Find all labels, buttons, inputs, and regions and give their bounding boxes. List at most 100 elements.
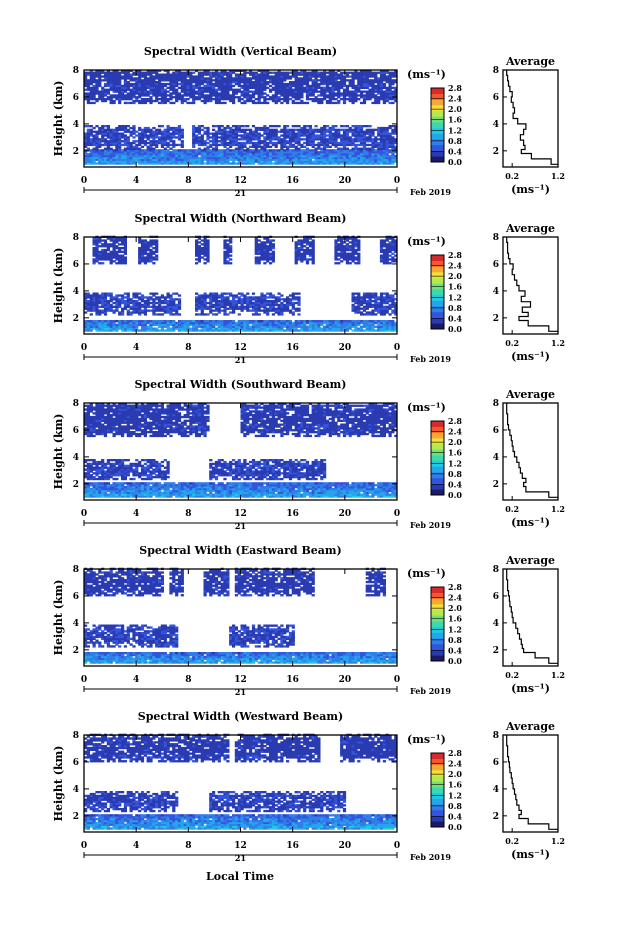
heatmap-cell — [368, 156, 372, 160]
heatmap-cells — [84, 235, 398, 332]
heatmap-cell — [297, 132, 301, 135]
heatmap-cell — [214, 96, 219, 99]
heatmap-cell — [325, 125, 330, 128]
heatmap-cell — [106, 130, 110, 133]
heatmap-cell — [283, 132, 287, 135]
heatmap-cell — [277, 296, 281, 299]
heatmap-cell — [149, 141, 153, 145]
heatmap-cell — [155, 313, 159, 316]
heatmap-cell — [331, 98, 335, 101]
heatmap-cell — [214, 151, 219, 154]
heatmap-cell — [314, 98, 318, 101]
heatmap-cell — [189, 162, 193, 165]
heatmap-cell — [254, 147, 258, 150]
heatmap-cell — [391, 86, 395, 89]
heatmap-cell — [308, 136, 312, 139]
heatmap-cell — [365, 94, 369, 97]
heatmap-cell — [308, 94, 312, 97]
heatmap-cell — [143, 151, 147, 154]
heatmap-cell — [197, 128, 201, 131]
heatmap-cell — [206, 132, 210, 135]
heatmap-cell — [180, 149, 184, 152]
heatmap-cell — [155, 128, 159, 131]
heatmap-cell — [92, 149, 96, 152]
heatmap-cell — [220, 92, 224, 95]
heatmap-cell — [305, 141, 310, 145]
heatmap-cell — [121, 134, 125, 137]
heatmap-cell — [209, 151, 213, 154]
heatmap-cell — [371, 128, 375, 131]
heatmap-cell — [166, 136, 170, 139]
heatmap-cell — [177, 96, 182, 99]
heatmap-cell — [195, 296, 199, 299]
heatmap-cell — [280, 147, 284, 150]
heatmap-cell — [311, 145, 315, 148]
heatmap-cell — [86, 162, 90, 165]
heatmap-cell — [243, 96, 247, 99]
heatmap-cell — [311, 136, 315, 139]
heatmap-cell — [214, 156, 219, 160]
heatmap-cell — [140, 149, 145, 152]
heatmap-cell — [269, 138, 273, 141]
heatmap-cell — [192, 75, 196, 78]
heatmap-cell — [98, 96, 102, 99]
heatmap-cell — [195, 138, 199, 141]
heatmap-cell — [109, 151, 113, 154]
heatmap-cell — [377, 98, 381, 101]
heatmap-cell — [129, 153, 133, 156]
heatmap-cell — [197, 71, 201, 74]
heatmap-cell — [257, 162, 261, 165]
heatmap-cell — [243, 99, 247, 103]
heatmap-cell — [160, 154, 164, 158]
heatmap-cell — [118, 138, 122, 141]
heatmap-cell — [109, 132, 113, 135]
heatmap-cell — [240, 101, 244, 105]
heatmap-cell — [226, 156, 230, 160]
heatmap-cell — [118, 294, 122, 297]
heatmap-cell — [217, 128, 221, 131]
heatmap-cell — [325, 153, 330, 156]
heatmap-cell — [283, 94, 287, 97]
heatmap-cell — [251, 138, 256, 141]
heatmap-cell — [263, 153, 267, 156]
heatmap-cell — [308, 128, 312, 131]
heatmap-cell — [160, 99, 164, 103]
heatmap-cell — [377, 71, 381, 74]
heatmap-cell — [283, 126, 287, 130]
heatmap-cell — [163, 136, 167, 139]
heatmap-cell — [328, 162, 332, 165]
heatmap-cell — [311, 130, 315, 133]
heatmap-cell — [311, 151, 315, 154]
heatmap-cell — [172, 292, 176, 295]
heatmap-cell — [149, 136, 153, 139]
heatmap-cell — [203, 132, 207, 135]
heatmap-cell — [166, 138, 170, 141]
heatmap-cell — [320, 162, 324, 165]
heatmap-cell — [140, 98, 145, 101]
heatmap-cell — [303, 132, 307, 135]
heatmap-cell — [243, 156, 247, 160]
heatmap-cell — [382, 134, 386, 137]
heatmap-cell — [140, 141, 145, 145]
heatmap-cell — [212, 134, 216, 137]
heatmap-cell — [84, 141, 88, 145]
heatmap-cell — [103, 292, 108, 295]
heatmap-cell — [129, 143, 133, 147]
heatmap-cell — [220, 130, 224, 133]
heatmap-cell — [271, 71, 275, 74]
heatmap-cell — [385, 96, 389, 99]
heatmap-cell — [98, 153, 102, 156]
heatmap-cell — [274, 154, 278, 158]
heatmap-cell — [288, 149, 293, 152]
heatmap-cell — [249, 145, 253, 148]
heatmap-cell — [149, 140, 153, 143]
colorbar-segment — [431, 133, 444, 140]
heatmap-cell — [101, 151, 105, 154]
heatmap-cell — [200, 156, 204, 160]
heatmap-cell — [121, 128, 125, 131]
heatmap-cell — [323, 138, 327, 141]
heatmap-cell — [297, 160, 301, 163]
heatmap-cell — [351, 125, 355, 128]
heatmap-cell — [152, 143, 156, 147]
heatmap-cell — [86, 92, 90, 95]
